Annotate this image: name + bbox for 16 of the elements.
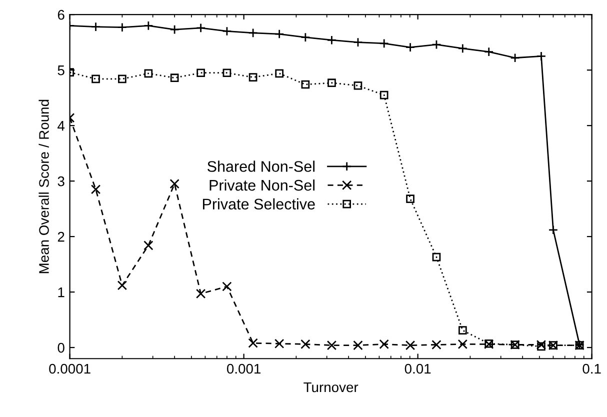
x-axis-title: Turnover — [304, 382, 358, 392]
y-tick-label: 1 — [58, 288, 64, 298]
legend-label: Shared Non-Sel — [208, 160, 314, 172]
x-tick-label: 0.01 — [404, 364, 431, 374]
y-tick-label: 5 — [58, 66, 64, 76]
x-tick-label: 0.0001 — [49, 364, 90, 374]
y-tick-label: 2 — [58, 232, 64, 242]
y-axis-title: Mean Overall Score / Round — [38, 100, 49, 274]
y-tick-label: 6 — [58, 10, 64, 20]
legend-label: Private Selective — [202, 198, 315, 210]
y-tick-label: 4 — [58, 121, 65, 131]
x-tick-label: 0.001 — [226, 364, 261, 374]
legend-label: Private Non-Sel — [210, 179, 314, 191]
x-tick-label: 0.1 — [582, 364, 601, 374]
y-tick-label: 0 — [58, 342, 64, 353]
y-tick-label: 3 — [58, 176, 64, 186]
